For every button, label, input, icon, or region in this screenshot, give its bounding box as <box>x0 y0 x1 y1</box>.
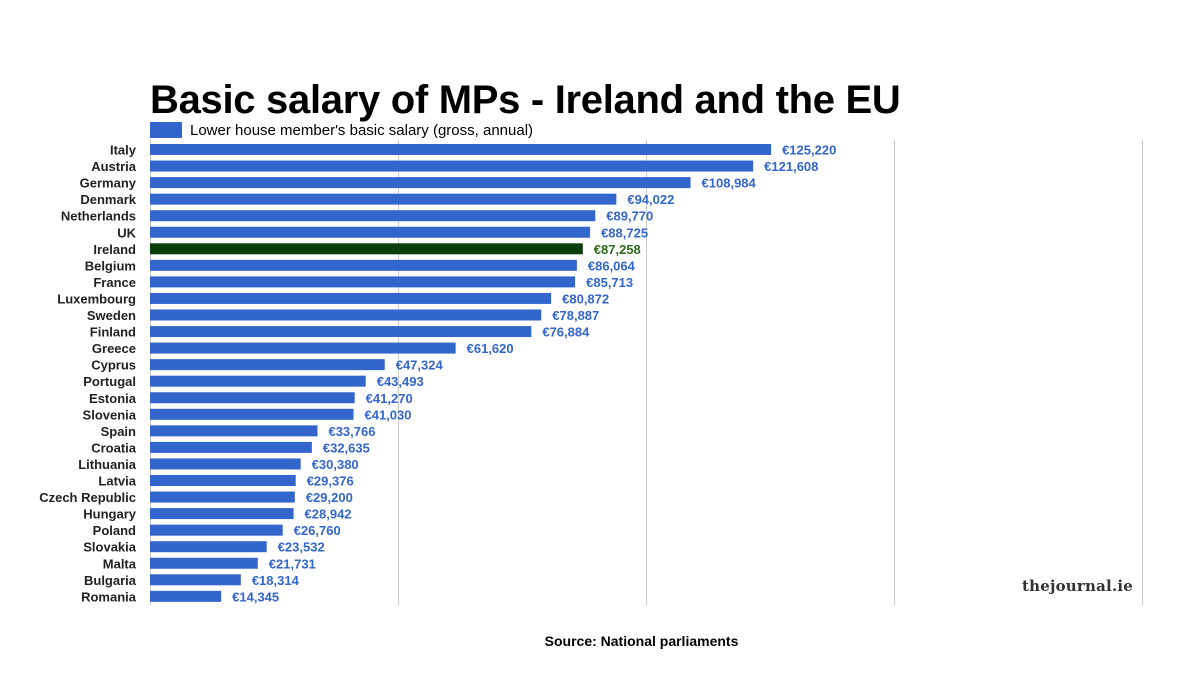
category-label: Italy <box>110 143 137 158</box>
bar <box>150 557 258 569</box>
bar <box>150 226 591 238</box>
data-label: €87,258 <box>594 242 641 257</box>
bar <box>150 375 366 387</box>
category-label: Czech Republic <box>39 490 136 505</box>
bar <box>150 574 241 586</box>
category-label: Estonia <box>89 391 137 406</box>
bar <box>150 309 542 321</box>
bar <box>150 259 577 271</box>
data-label: €80,872 <box>562 291 609 306</box>
data-label: €14,345 <box>232 589 279 604</box>
data-label: €41,270 <box>366 391 413 406</box>
bar <box>150 408 354 420</box>
category-label: Slovakia <box>83 540 137 555</box>
data-label: €125,220 <box>782 143 836 158</box>
data-label: €88,725 <box>601 225 648 240</box>
category-label: France <box>93 275 136 290</box>
data-label: €41,030 <box>365 407 412 422</box>
category-label: Netherlands <box>61 209 136 224</box>
data-label: €29,200 <box>306 490 353 505</box>
category-label: Croatia <box>91 440 137 455</box>
data-label: €47,324 <box>396 358 444 373</box>
data-label: €94,022 <box>627 192 674 207</box>
data-label: €89,770 <box>606 209 653 224</box>
data-label: €26,760 <box>294 523 341 538</box>
data-label: €28,942 <box>305 507 352 522</box>
bar <box>150 392 355 404</box>
bar <box>150 210 596 222</box>
bar <box>150 458 301 470</box>
category-label: Greece <box>92 341 136 356</box>
data-label: €76,884 <box>542 325 590 340</box>
data-label: €32,635 <box>323 440 370 455</box>
bar <box>150 326 532 338</box>
category-label: Ireland <box>93 242 136 257</box>
category-label: Germany <box>80 176 137 191</box>
bar <box>150 441 312 453</box>
data-label: €121,608 <box>764 159 818 174</box>
category-label: Belgium <box>85 258 136 273</box>
bar <box>150 508 294 520</box>
data-label: €30,380 <box>312 457 359 472</box>
category-label: UK <box>117 225 136 240</box>
category-label: Cyprus <box>91 358 136 373</box>
category-label: Portugal <box>83 374 136 389</box>
legend: Lower house member's basic salary (gross… <box>150 121 533 139</box>
bar <box>150 491 295 503</box>
data-label: €21,731 <box>269 556 316 571</box>
data-label: €108,984 <box>702 176 757 191</box>
bar <box>150 342 456 354</box>
category-label: Malta <box>103 556 137 571</box>
data-label: €33,766 <box>328 424 375 439</box>
data-label: €86,064 <box>588 258 636 273</box>
category-label: Denmark <box>80 192 136 207</box>
data-label: €43,493 <box>377 374 424 389</box>
data-label: €29,376 <box>307 474 354 489</box>
bar <box>150 425 318 437</box>
bar <box>150 590 222 602</box>
bar <box>150 292 552 304</box>
chart-title: Basic salary of MPs - Ireland and the EU <box>150 78 901 122</box>
data-label: €18,314 <box>252 573 300 588</box>
bar <box>150 359 385 371</box>
bar <box>150 160 754 172</box>
legend-swatch <box>150 122 182 138</box>
category-label: Romania <box>81 589 137 604</box>
category-label: Latvia <box>98 474 136 489</box>
source-note: Source: National parliaments <box>544 633 739 649</box>
legend-label: Lower house member's basic salary (gross… <box>190 121 534 139</box>
category-label: Hungary <box>83 507 137 522</box>
category-label: Austria <box>91 159 137 174</box>
bar <box>150 243 583 255</box>
category-label: Sweden <box>87 308 136 323</box>
brand-logo: thejournal.ie <box>1022 577 1134 595</box>
bar <box>150 144 772 155</box>
data-label: €23,532 <box>278 540 325 555</box>
data-label: €78,887 <box>552 308 599 323</box>
bar <box>150 541 267 553</box>
bar <box>150 193 617 205</box>
bar <box>150 276 576 288</box>
category-label: Bulgaria <box>84 573 137 588</box>
data-label: €85,713 <box>586 275 633 290</box>
data-label: €61,620 <box>467 341 514 356</box>
category-label: Luxembourg <box>57 291 136 306</box>
category-label: Finland <box>90 325 136 340</box>
category-label: Spain <box>101 424 136 439</box>
category-label: Poland <box>93 523 136 538</box>
bar <box>150 177 691 189</box>
category-label: Lithuania <box>78 457 137 472</box>
bar <box>150 524 283 536</box>
category-label: Slovenia <box>83 407 137 422</box>
bar <box>150 475 296 486</box>
